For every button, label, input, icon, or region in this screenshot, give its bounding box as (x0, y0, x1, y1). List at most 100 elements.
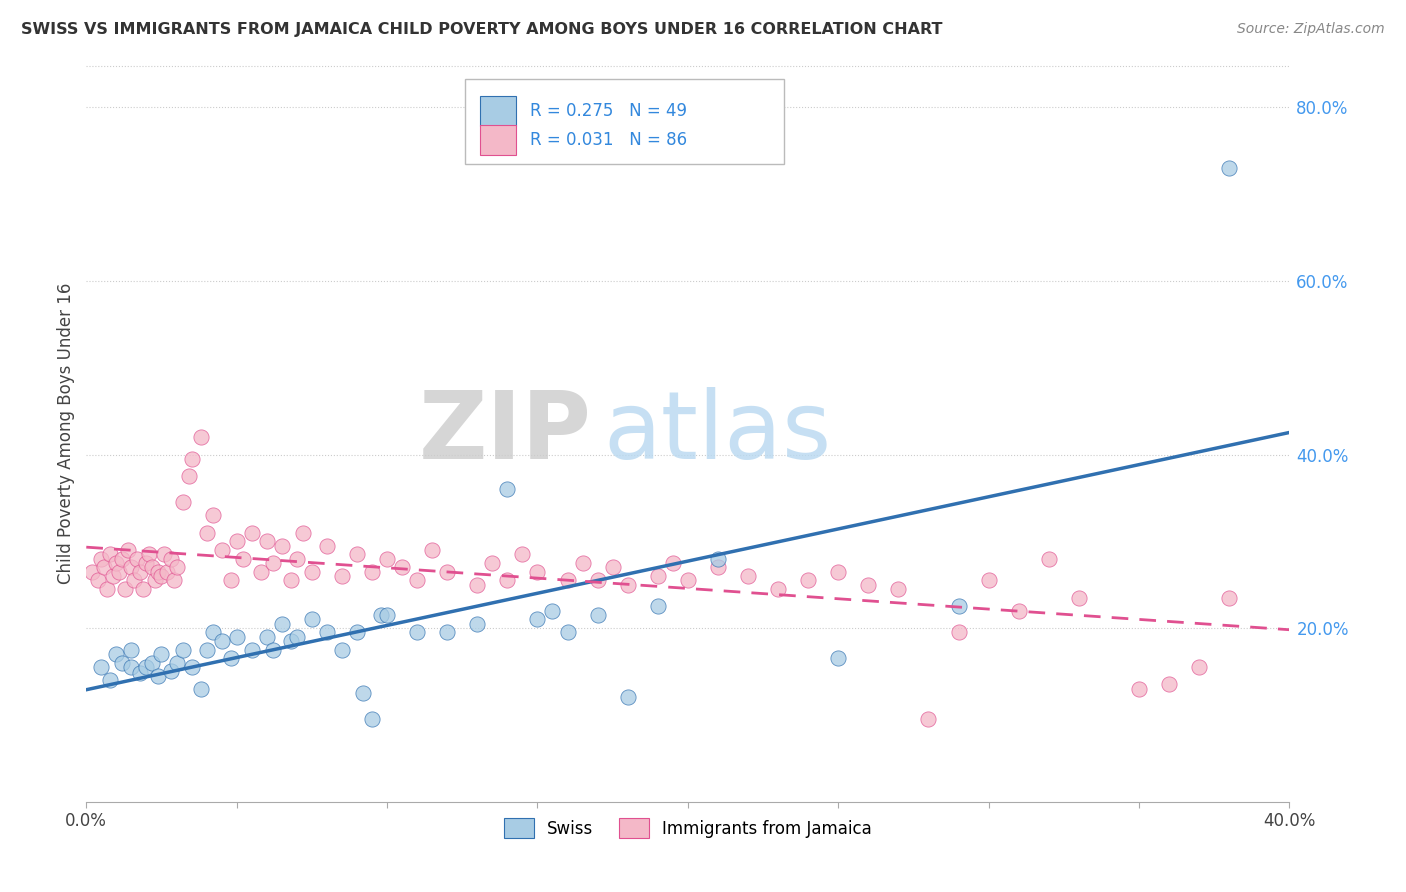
Point (135, 556, 157, 570)
Point (352, 686, 374, 700)
Point (285, 551, 308, 566)
Bar (479, 125, 516, 154)
Point (280, 574, 302, 588)
Point (827, 651, 849, 665)
Point (330, 569, 353, 583)
Point (190, 430, 212, 444)
Point (120, 642, 142, 657)
Point (249, 565, 271, 579)
Point (150, 569, 173, 583)
Point (391, 560, 413, 574)
Point (120, 560, 142, 574)
Point (270, 616, 292, 631)
Point (512, 547, 534, 561)
Point (948, 625, 970, 640)
Point (240, 642, 263, 657)
Point (465, 616, 488, 631)
Point (180, 660, 202, 674)
Point (316, 625, 339, 640)
Point (737, 569, 759, 583)
Point (291, 525, 314, 540)
Point (159, 665, 181, 679)
Point (132, 582, 155, 596)
Point (162, 574, 184, 588)
Point (316, 539, 339, 553)
Point (153, 547, 176, 561)
Point (156, 565, 179, 579)
Point (270, 539, 292, 553)
Point (557, 574, 579, 588)
Point (177, 469, 200, 483)
Point (211, 543, 233, 558)
Point (135, 660, 157, 674)
Point (375, 551, 398, 566)
Point (526, 565, 548, 579)
Point (172, 642, 194, 657)
Point (375, 607, 398, 622)
Point (948, 599, 970, 614)
Point (127, 551, 149, 566)
Point (96, 582, 118, 596)
Point (225, 534, 247, 549)
Point (201, 625, 224, 640)
Point (616, 690, 638, 705)
Point (166, 560, 188, 574)
Point (108, 565, 131, 579)
Point (662, 556, 685, 570)
Legend: Swiss, Immigrants from Jamaica: Swiss, Immigrants from Jamaica (498, 811, 879, 845)
Point (90, 551, 112, 566)
Point (285, 630, 308, 644)
Point (436, 625, 458, 640)
Point (557, 625, 579, 640)
Point (1067, 591, 1090, 605)
Point (1188, 660, 1211, 674)
Point (180, 451, 202, 466)
Point (225, 630, 247, 644)
Point (114, 582, 136, 596)
Text: ZIP: ZIP (419, 387, 592, 479)
Point (465, 577, 488, 591)
Point (98, 673, 121, 687)
Point (262, 556, 284, 570)
Point (676, 574, 699, 588)
Point (150, 647, 173, 661)
Point (602, 560, 624, 574)
Point (707, 560, 730, 574)
Point (201, 508, 224, 523)
Point (496, 482, 519, 496)
Point (98, 547, 121, 561)
Point (571, 556, 593, 570)
Point (586, 607, 609, 622)
Y-axis label: Child Poverty Among Boys Under 16: Child Poverty Among Boys Under 16 (58, 282, 75, 583)
Point (129, 666, 152, 681)
Point (93, 560, 115, 574)
Point (138, 547, 160, 561)
Point (917, 712, 939, 726)
Point (87, 574, 110, 588)
Point (90, 660, 112, 674)
Text: SWISS VS IMMIGRANTS FROM JAMAICA CHILD POVERTY AMONG BOYS UNDER 16 CORRELATION C: SWISS VS IMMIGRANTS FROM JAMAICA CHILD P… (21, 22, 942, 37)
Point (361, 712, 384, 726)
Point (256, 534, 278, 549)
Point (707, 551, 730, 566)
Point (766, 582, 789, 596)
Point (526, 612, 548, 626)
Point (361, 565, 384, 579)
Point (141, 656, 163, 670)
Point (111, 551, 134, 566)
Bar (479, 96, 516, 126)
Point (346, 625, 368, 640)
Point (219, 651, 242, 665)
Point (346, 547, 368, 561)
Point (647, 599, 669, 614)
Point (148, 669, 170, 683)
Point (977, 574, 1000, 588)
Point (858, 577, 880, 591)
Point (232, 551, 254, 566)
Point (1218, 161, 1240, 176)
Point (172, 495, 194, 509)
Point (141, 560, 163, 574)
Point (195, 642, 218, 657)
Point (370, 607, 392, 622)
Point (827, 565, 849, 579)
